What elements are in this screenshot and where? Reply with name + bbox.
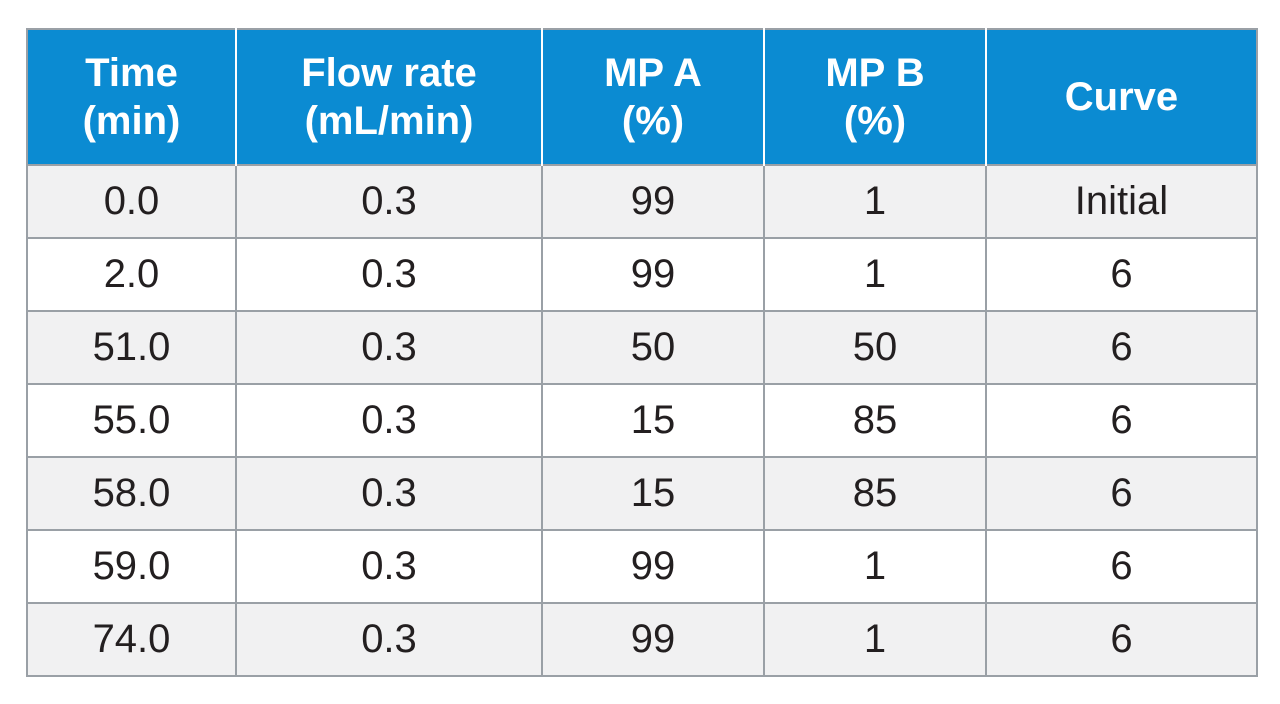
header-mp-a: MP A (%)	[542, 28, 765, 165]
cell-curve: 6	[985, 237, 1258, 312]
cell-time: 58.0	[26, 456, 237, 531]
cell-mp-b: 1	[763, 529, 987, 604]
cell-curve: 6	[985, 602, 1258, 677]
table-row: 0.0 0.3 99 1 Initial	[26, 164, 1258, 239]
header-unit: (%)	[843, 99, 907, 143]
header-curve: Curve	[986, 28, 1258, 165]
cell-time: 59.0	[26, 529, 237, 604]
cell-mp-a: 99	[541, 602, 765, 677]
cell-mp-a: 15	[541, 383, 765, 458]
cell-time: 0.0	[26, 164, 237, 239]
cell-mp-a: 99	[541, 164, 765, 239]
gradient-table: Time (min) Flow rate (mL/min) MP A (%) M…	[26, 28, 1258, 677]
cell-flow-rate: 0.3	[235, 602, 543, 677]
cell-flow-rate: 0.3	[235, 310, 543, 385]
cell-mp-a: 99	[541, 529, 765, 604]
table-row: 55.0 0.3 15 85 6	[26, 383, 1258, 458]
cell-curve: 6	[985, 456, 1258, 531]
table-body: 0.0 0.3 99 1 Initial 2.0 0.3 99 1 6 51.0…	[26, 164, 1258, 677]
cell-time: 51.0	[26, 310, 237, 385]
cell-curve: 6	[985, 529, 1258, 604]
cell-time: 74.0	[26, 602, 237, 677]
cell-mp-b: 85	[763, 456, 987, 531]
header-row: Time (min) Flow rate (mL/min) MP A (%) M…	[26, 28, 1258, 165]
table-row: 2.0 0.3 99 1 6	[26, 237, 1258, 312]
table-row: 74.0 0.3 99 1 6	[26, 602, 1258, 677]
cell-flow-rate: 0.3	[235, 529, 543, 604]
header-unit: (%)	[621, 99, 685, 143]
cell-curve: 6	[985, 383, 1258, 458]
cell-mp-a: 15	[541, 456, 765, 531]
cell-mp-b: 50	[763, 310, 987, 385]
header-label: Flow rate	[301, 51, 477, 95]
cell-flow-rate: 0.3	[235, 237, 543, 312]
cell-mp-b: 1	[763, 164, 987, 239]
table-row: 59.0 0.3 99 1 6	[26, 529, 1258, 604]
header-unit: (mL/min)	[304, 99, 474, 143]
cell-time: 55.0	[26, 383, 237, 458]
cell-flow-rate: 0.3	[235, 164, 543, 239]
header-label: Curve	[1064, 75, 1179, 119]
cell-mp-a: 50	[541, 310, 765, 385]
cell-mp-b: 1	[763, 237, 987, 312]
table-header: Time (min) Flow rate (mL/min) MP A (%) M…	[26, 28, 1258, 165]
header-label: MP A	[604, 51, 702, 95]
cell-mp-a: 99	[541, 237, 765, 312]
cell-mp-b: 85	[763, 383, 987, 458]
header-time: Time (min)	[26, 28, 237, 165]
table-row: 51.0 0.3 50 50 6	[26, 310, 1258, 385]
header-mp-b: MP B (%)	[764, 28, 987, 165]
gradient-table-container: Time (min) Flow rate (mL/min) MP A (%) M…	[26, 28, 1258, 677]
cell-flow-rate: 0.3	[235, 456, 543, 531]
cell-time: 2.0	[26, 237, 237, 312]
header-unit: (min)	[82, 99, 181, 143]
table-row: 58.0 0.3 15 85 6	[26, 456, 1258, 531]
cell-curve: 6	[985, 310, 1258, 385]
header-flow-rate: Flow rate (mL/min)	[236, 28, 543, 165]
header-label: MP B	[825, 51, 925, 95]
cell-mp-b: 1	[763, 602, 987, 677]
header-label: Time	[85, 51, 178, 95]
cell-flow-rate: 0.3	[235, 383, 543, 458]
cell-curve: Initial	[985, 164, 1258, 239]
